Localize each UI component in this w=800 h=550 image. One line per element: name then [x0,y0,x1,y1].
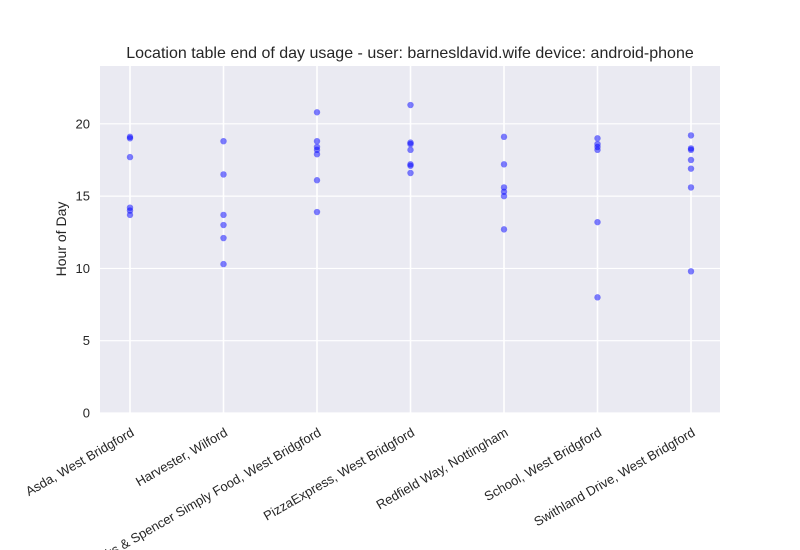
data-point [594,294,601,301]
y-axis-ticks: 0 5 10 15 20 [76,116,90,420]
data-point [126,153,134,161]
data-point [313,109,321,116]
data-point [313,137,321,145]
y-tick-label: 5 [83,333,90,348]
chart-title: Location table end of day usage - user: … [126,45,694,62]
data-point [594,135,601,142]
data-point [407,140,414,148]
data-point [500,226,508,233]
data-point [687,184,695,191]
data-point [407,162,414,169]
data-point [407,101,414,109]
data-point [220,234,227,242]
x-tick-label: Swithland Drive, West Bridgford [531,425,697,530]
y-tick-label: 0 [83,406,90,421]
data-point [500,133,508,141]
data-points [126,101,695,301]
y-axis-label: Hour of Day [53,202,69,277]
data-point [220,137,227,145]
data-point [126,135,134,142]
data-point [126,211,134,219]
data-point [220,221,227,229]
y-tick-label: 15 [76,189,90,204]
data-point [220,211,227,219]
x-tick-label: Asda, West Bridgford [23,425,137,499]
data-point [313,150,321,158]
data-point [407,169,414,177]
data-point [687,156,695,164]
data-point [313,208,321,216]
y-tick-label: 10 [76,261,90,276]
data-point [313,177,321,184]
data-point [687,146,695,154]
data-point [687,165,695,172]
data-point [220,260,227,268]
data-point [687,132,695,139]
grid-lines [100,66,720,414]
data-point [500,161,508,168]
x-tick-label: PizzaExpress, West Bridgford [261,425,417,524]
data-point [594,146,601,154]
x-tick-label: Harvester, Wilford [133,425,230,490]
data-point [687,268,695,275]
data-point [220,171,227,178]
y-tick-label: 20 [76,116,90,131]
data-point [407,146,414,154]
data-point [594,218,601,226]
data-point [500,192,508,200]
